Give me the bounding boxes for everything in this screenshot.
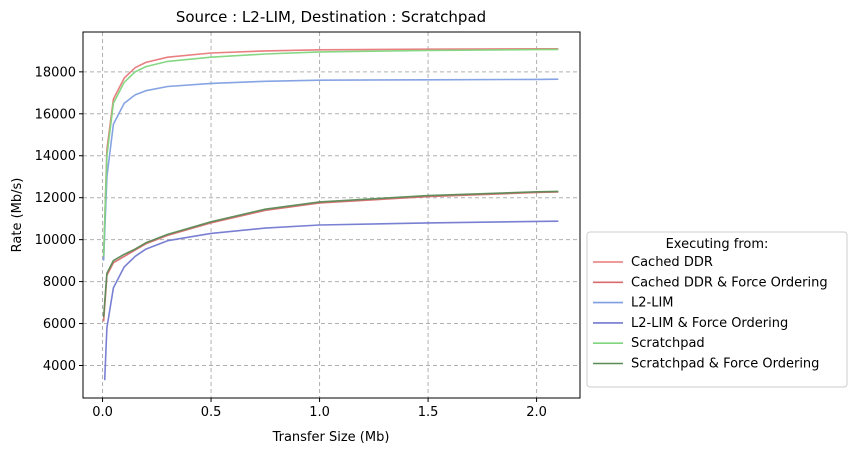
legend-box	[586, 231, 848, 388]
y-tick-label: 4000	[43, 359, 76, 374]
series-group	[102, 47, 559, 381]
chart-title: Source : L2-LIM, Destination : Scratchpa…	[176, 8, 486, 26]
grid	[83, 32, 580, 398]
legend-label: Scratchpad	[631, 336, 705, 351]
x-tick-label: 0.0	[92, 405, 113, 420]
x-tick-label: 1.0	[309, 405, 330, 420]
x-tick-label: 2.0	[526, 405, 547, 420]
plot-frame	[82, 31, 581, 399]
series-line-3	[102, 78, 559, 261]
x-axis: 0.0 0.5 1.0 1.5 2.0	[92, 398, 547, 420]
series-line-2	[102, 191, 559, 322]
legend-label: Cached DDR	[631, 255, 713, 270]
legend-label: L2-LIM & Force Ordering	[631, 316, 788, 331]
series-line-1	[102, 47, 559, 259]
y-tick-label: 14000	[35, 149, 76, 164]
y-tick-label: 18000	[35, 65, 76, 80]
series-line-4	[103, 220, 559, 381]
series-line-5	[102, 48, 559, 257]
y-tick-label: 8000	[43, 275, 76, 290]
legend-label: Cached DDR & Force Ordering	[631, 275, 828, 290]
y-axis: 4000 6000 8000 10000 12000 14000 16000 18000	[35, 65, 83, 374]
y-axis-label: Rate (Mb/s)	[10, 178, 25, 253]
legend: Executing from: Cached DDR Cached DDR & F…	[586, 231, 848, 388]
x-axis-label: Transfer Size (Mb)	[272, 430, 390, 445]
series-line-6	[102, 190, 559, 318]
legend-items: Cached DDR Cached DDR & Force Ordering L2-…	[593, 255, 828, 372]
x-tick-label: 0.5	[201, 405, 222, 420]
legend-title: Executing from:	[666, 237, 769, 252]
legend-label: L2-LIM	[631, 296, 674, 311]
y-tick-label: 16000	[35, 107, 76, 122]
y-tick-label: 10000	[35, 233, 76, 248]
legend-label: Scratchpad & Force Ordering	[631, 357, 819, 372]
y-tick-label: 12000	[35, 191, 76, 206]
y-tick-label: 6000	[43, 317, 76, 332]
x-tick-label: 1.5	[418, 405, 439, 420]
